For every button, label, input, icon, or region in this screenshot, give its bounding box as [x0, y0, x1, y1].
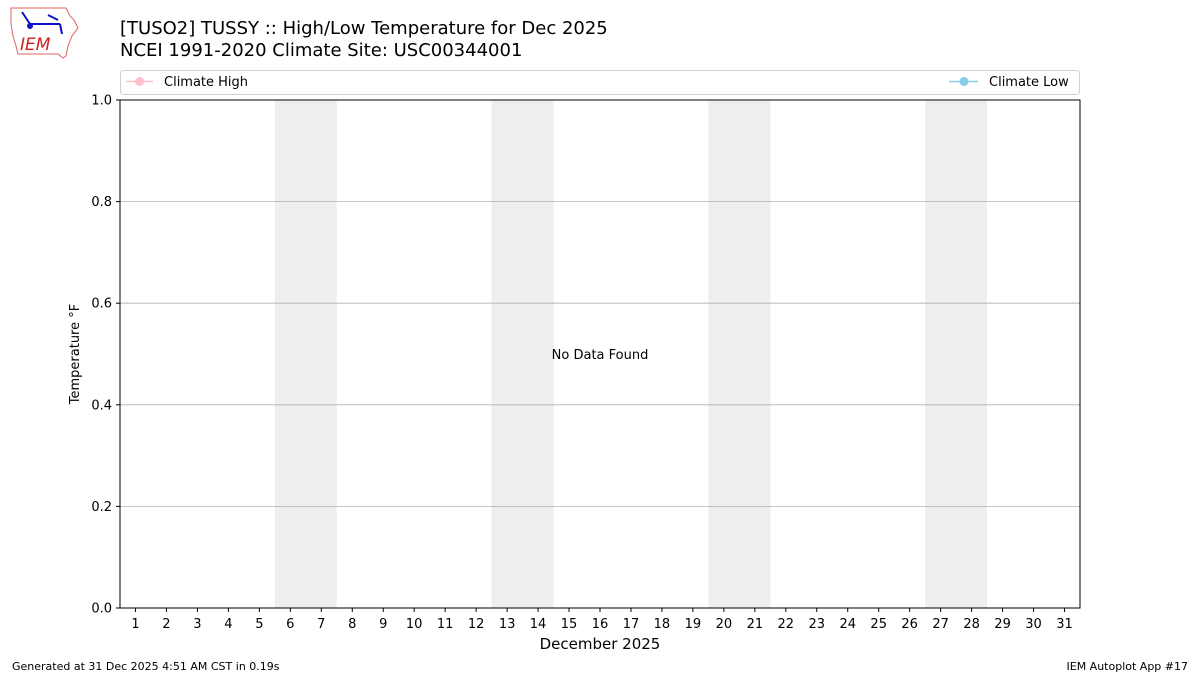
chart: 0.00.20.40.60.81.01 2 3 4 5 6 7 8 9 10 11 12 13 14 15 1… — [68, 70, 1081, 653]
legend-climate-low-marker — [959, 77, 969, 86]
x-tick-label: 17 — [623, 617, 640, 632]
y-tick-label: 1.0 — [91, 94, 112, 109]
iem-logo: IEM — [8, 6, 80, 60]
x-tick-label: 30 — [1025, 617, 1042, 632]
y-tick-label: 0.0 — [91, 602, 112, 617]
x-tick-label: 16 — [592, 617, 609, 632]
weekend-shading — [708, 100, 771, 608]
x-tick-label: 25 — [870, 617, 887, 632]
x-tick-label: 26 — [901, 617, 918, 632]
chart-title: [TUSO2] TUSSY :: High/Low Temperature fo… — [120, 18, 608, 39]
x-tick-label: 29 — [994, 617, 1011, 632]
x-tick-label: 11 — [437, 617, 454, 632]
x-tick-label: 8 — [348, 617, 356, 632]
weekend-shading — [491, 100, 554, 608]
x-tick-label: 3 — [193, 617, 201, 632]
x-tick-label: 14 — [530, 617, 547, 632]
x-tick-label: 28 — [963, 617, 980, 632]
x-axis-label: December 2025 — [540, 635, 661, 653]
x-tick-label: 20 — [716, 617, 733, 632]
x-tick-label: 7 — [317, 617, 325, 632]
x-tick-label: 4 — [224, 617, 232, 632]
x-tick-label: 13 — [499, 617, 516, 632]
svg-text:IEM: IEM — [20, 35, 51, 55]
x-tick-label: 19 — [685, 617, 702, 632]
y-tick-label: 0.4 — [91, 398, 112, 413]
x-tick-label: 5 — [255, 617, 263, 632]
y-tick-label: 0.6 — [91, 297, 112, 312]
x-tick-label: 31 — [1056, 617, 1073, 632]
y-tick-label: 0.2 — [91, 500, 112, 515]
x-tick-label: 15 — [561, 617, 578, 632]
legend-climate-high-label: Climate High — [164, 75, 248, 90]
x-tick-label: 24 — [839, 617, 856, 632]
x-tick-label: 22 — [778, 617, 795, 632]
legend-box — [120, 70, 1080, 95]
y-axis-label: Temperature °F — [68, 304, 83, 405]
x-tick-label: 23 — [809, 617, 826, 632]
chart-subtitle: NCEI 1991-2020 Climate Site: USC00344001 — [120, 40, 523, 61]
x-tick-label: 9 — [379, 617, 387, 632]
legend-climate-high-marker — [135, 77, 144, 86]
x-tick-label: 6 — [286, 617, 294, 632]
x-tick-label: 18 — [654, 617, 671, 632]
plot-frame — [119, 99, 1081, 609]
x-tick-label: 10 — [406, 617, 423, 632]
x-tick-label: 12 — [468, 617, 485, 632]
footer-app: IEM Autoplot App #17 — [1066, 660, 1189, 673]
x-tick-label: 1 — [131, 617, 139, 632]
x-tick-label: 27 — [932, 617, 949, 632]
weekend-shading — [274, 100, 337, 608]
y-tick-label: 0.8 — [91, 195, 112, 210]
weekend-shading — [925, 100, 988, 608]
x-tick-label: 2 — [162, 617, 170, 632]
x-tick-label: 21 — [747, 617, 764, 632]
footer-generated: Generated at 31 Dec 2025 4:51 AM CST in … — [12, 660, 280, 673]
legend-climate-low-label: Climate Low — [989, 75, 1069, 90]
no-data-annotation: No Data Found — [552, 348, 649, 363]
